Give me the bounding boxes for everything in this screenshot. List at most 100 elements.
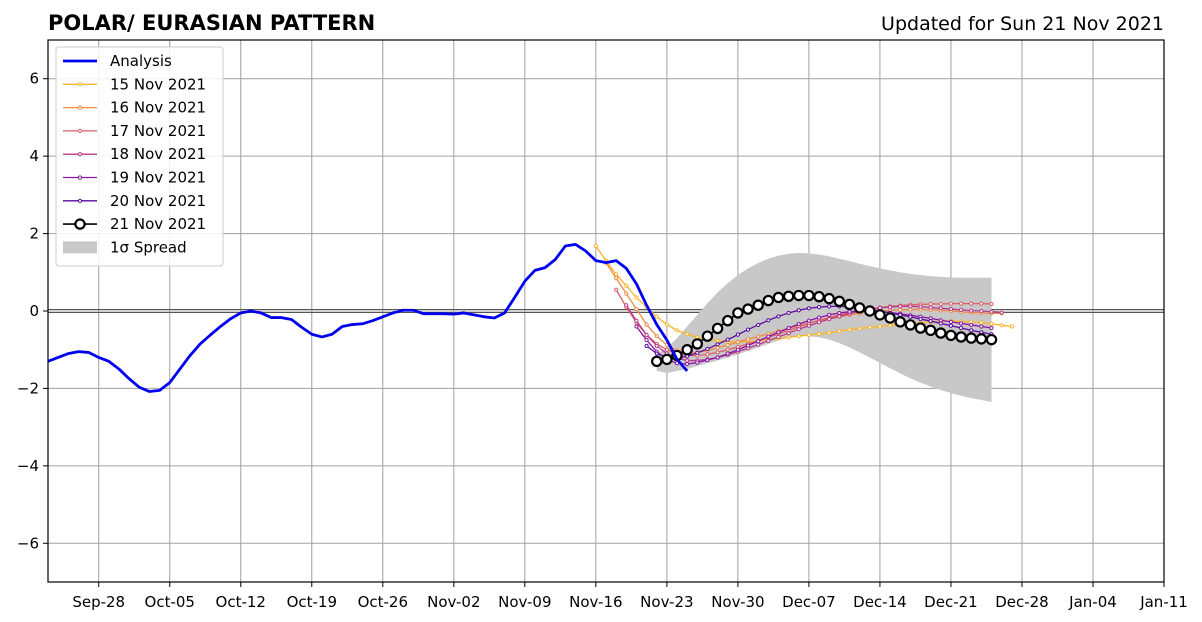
forecast-point [691, 338, 704, 350]
forecast-point [969, 322, 974, 328]
forecast-point [614, 272, 619, 277]
forecast-point [725, 351, 730, 356]
forecast-point [735, 339, 740, 345]
forecast-point [593, 243, 598, 249]
x-tick-label: Dec-21 [924, 593, 978, 611]
y-tick-label: 4 [29, 147, 39, 165]
forecast-point [705, 352, 710, 357]
forecast-point [806, 306, 812, 311]
legend-label: 19 Nov 2021 [110, 169, 206, 187]
forecast-point [786, 325, 791, 331]
forecast-point [772, 291, 785, 304]
forecast-point [877, 324, 883, 329]
forecast-point [715, 350, 720, 355]
forecast-point [762, 294, 775, 307]
forecast-point [969, 301, 974, 306]
forecast-point [948, 301, 954, 306]
forecast-point [958, 307, 964, 312]
forecast-point [813, 290, 825, 303]
legend-label: 20 Nov 2021 [110, 192, 206, 210]
forecast-point [654, 343, 659, 348]
forecast-point [904, 319, 917, 331]
forecast-point [969, 308, 974, 313]
forecast-point [725, 337, 730, 342]
forecast-point [816, 315, 822, 320]
forecast-point [837, 329, 842, 334]
forecast-point [732, 307, 744, 319]
forecast-point [776, 334, 781, 340]
forecast-point [918, 304, 923, 309]
forecast-point [634, 306, 639, 312]
forecast-point [742, 303, 754, 315]
x-tick-label: Oct-26 [358, 593, 408, 611]
forecast-point [928, 305, 933, 310]
forecast-point [864, 305, 876, 317]
legend-forecast-marker [77, 128, 83, 133]
forecast-point [735, 332, 740, 337]
forecast-point [715, 342, 720, 347]
x-tick-label: Nov-02 [427, 593, 480, 611]
forecast-point [651, 355, 663, 368]
y-tick-label: 6 [29, 70, 39, 88]
forecast-point [654, 314, 659, 319]
forecast-point [654, 351, 659, 356]
forecast-point [924, 324, 937, 337]
forecast-point [979, 308, 984, 314]
forecast-point [796, 327, 801, 332]
forecast-point [948, 323, 954, 328]
forecast-point [664, 322, 669, 327]
forecast-point [806, 318, 812, 323]
analysis-line [47, 243, 689, 393]
forecast-point [935, 327, 947, 339]
legend-spread-swatch [63, 241, 97, 254]
forecast-point [827, 304, 832, 309]
forecast-point [823, 292, 835, 305]
forecast-point [711, 322, 724, 335]
y-tick-label: 2 [29, 225, 39, 243]
forecast-point [796, 308, 801, 313]
forecast-point [918, 317, 923, 322]
forecast-point [766, 338, 771, 343]
legend: Analysis 15 Nov 2021 16 Nov 2021 17 Nov 202… [55, 46, 224, 267]
forecast-point [847, 309, 852, 314]
forecast-point [908, 304, 913, 309]
forecast-point [796, 334, 801, 339]
forecast-point [654, 334, 659, 339]
y-tick-label: −2 [17, 379, 39, 397]
forecast-point [938, 321, 943, 326]
forecast-point [884, 312, 896, 324]
forecast-point [989, 325, 994, 331]
x-tick-label: Nov-09 [498, 593, 551, 611]
forecast-point [634, 318, 639, 323]
forecast-point [715, 338, 720, 343]
forecast-point [796, 322, 801, 327]
legend-label: 21 Nov 2021 [110, 215, 206, 233]
forecast-point [624, 283, 629, 288]
forecast-point [979, 324, 984, 329]
forecast-point [867, 325, 872, 330]
forecast-point [766, 334, 771, 339]
forecast-point [938, 306, 943, 311]
y-tick-label: −6 [17, 534, 39, 552]
forecast-point [969, 328, 974, 333]
forecast-point [928, 301, 933, 307]
forecast-point [816, 320, 822, 325]
forecast-point [725, 347, 730, 352]
forecast-point [887, 323, 893, 328]
forecast-point [756, 339, 761, 344]
forecast-point [766, 318, 771, 323]
forecast-point [948, 306, 954, 312]
x-tick-label: Oct-12 [216, 593, 266, 611]
forecast-point [786, 335, 791, 340]
forecast-point [827, 330, 832, 335]
legend-forecast-marker [77, 105, 83, 110]
spread-band [656, 252, 992, 402]
forecast-point [786, 310, 791, 316]
forecast-point [843, 298, 856, 311]
chart-subtitle: Updated for Sun 21 Nov 2021 [881, 13, 1164, 35]
forecast-point [722, 314, 734, 327]
legend-label: Analysis [110, 52, 172, 70]
forecast-point [853, 302, 866, 314]
legend-forecast-marker [77, 82, 83, 87]
